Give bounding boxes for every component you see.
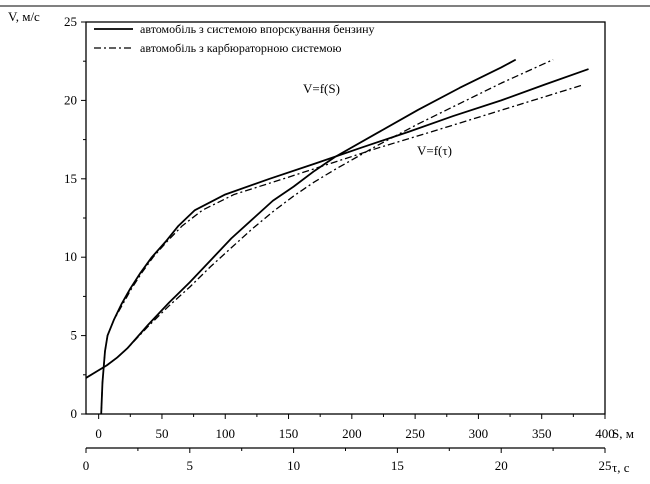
- s-tick-label: 400: [595, 426, 615, 441]
- series-line-0: [100, 68, 589, 415]
- series-line-2: [85, 58, 517, 379]
- tau-tick-label: 0: [83, 458, 90, 473]
- tau-tick-label: 20: [495, 458, 508, 473]
- s-tick-label: 0: [95, 426, 102, 441]
- s-tick-label: 50: [155, 426, 168, 441]
- legend-label-injection: автомобіль з системою впорскування бензи…: [140, 22, 375, 36]
- tau-axis-title: τ, с: [612, 460, 630, 475]
- curve-label-v-of-s: V=f(S): [303, 81, 340, 96]
- tau-tick-label: 25: [599, 458, 612, 473]
- y-tick-label: 0: [71, 406, 78, 421]
- y-tick-label: 10: [64, 249, 77, 264]
- y-tick-label: 15: [64, 171, 77, 186]
- y-axis-title: V, м/с: [8, 9, 40, 24]
- tau-tick-label: 5: [187, 458, 194, 473]
- series-line-3: [85, 59, 554, 379]
- s-tick-label: 250: [405, 426, 425, 441]
- s-tick-label: 150: [279, 426, 299, 441]
- s-axis-title: S, м: [612, 426, 634, 441]
- y-tick-label: 5: [71, 328, 78, 343]
- s-tick-label: 300: [469, 426, 489, 441]
- y-tick-label: 25: [64, 14, 77, 29]
- legend: автомобіль з системою впорскування бензи…: [94, 22, 375, 55]
- series-layer: [85, 58, 589, 415]
- s-tick-label: 200: [342, 426, 362, 441]
- legend-label-carburetor: автомобіль з карбюраторною системою: [140, 41, 342, 55]
- s-tick-label: 100: [215, 426, 235, 441]
- tau-tick-label: 15: [391, 458, 404, 473]
- tau-tick-label: 10: [287, 458, 300, 473]
- series-line-1: [100, 84, 584, 415]
- plot-frame: [85, 21, 606, 415]
- y-tick-label: 20: [64, 92, 77, 107]
- curve-label-v-of-tau: V=f(τ): [417, 143, 452, 158]
- s-tick-label: 350: [532, 426, 552, 441]
